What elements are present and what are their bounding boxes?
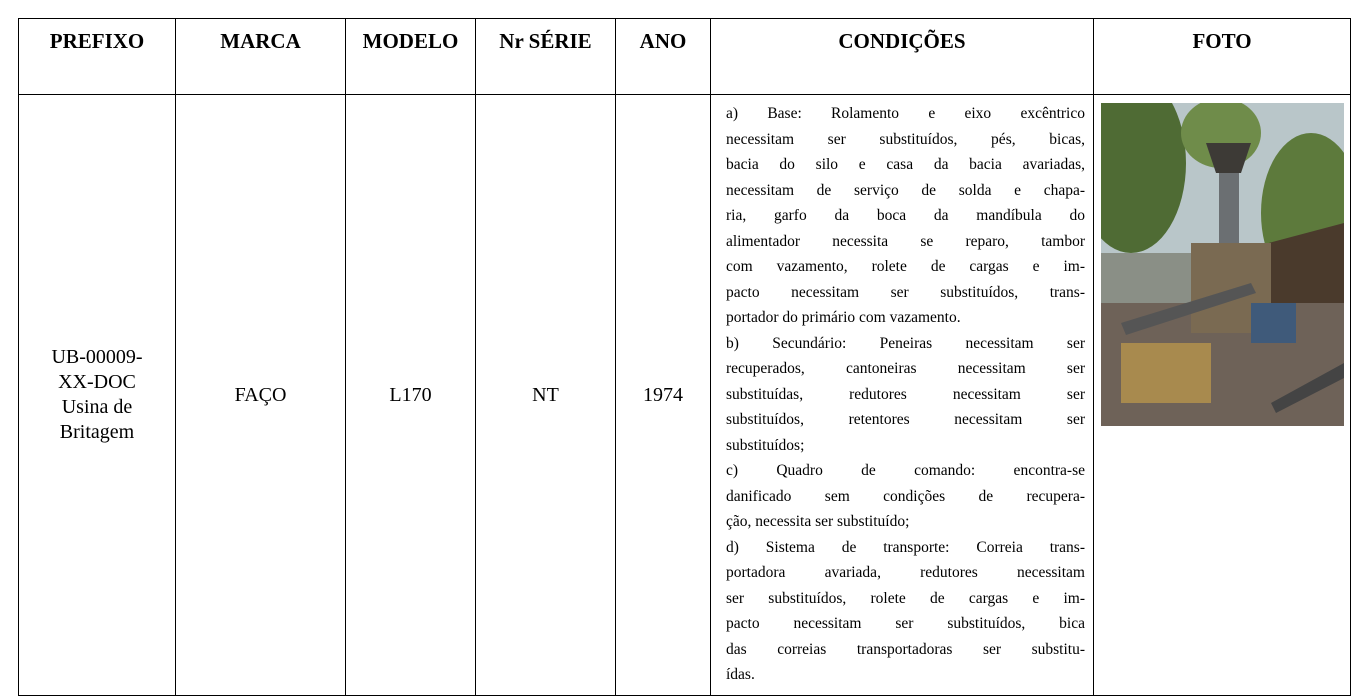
text-line: substituídos, retentores necessitam ser bbox=[726, 411, 1085, 428]
photo-cell bbox=[1076, 73, 1361, 696]
text-line: recuperados, cantoneiras necessitam ser bbox=[726, 360, 1085, 377]
year-cell: 1974 bbox=[615, 94, 711, 696]
text-line: substituídos; bbox=[726, 436, 805, 454]
text-line: UB-00009- bbox=[51, 346, 143, 368]
text-line: ção, necessita ser substituído; bbox=[726, 513, 910, 530]
text-line: portadora avariada, redutores necessitam bbox=[726, 564, 1085, 581]
equipment-table: PREFIXO MARCA MODELO Nr SÉRIE ANO CONDIÇ… bbox=[18, 18, 1361, 696]
equipment-photo bbox=[1076, 73, 1361, 426]
text-line: necessitam ser substituídos, pés, bicas, bbox=[726, 130, 1085, 148]
text-line: necessitam de serviço de solda e chapa- bbox=[726, 181, 1085, 199]
text-line: bacia do silo e casa da bacia avariadas, bbox=[726, 156, 1085, 173]
text-line: substituídas, redutores necessitam ser bbox=[726, 385, 1085, 403]
serial-cell: NT bbox=[475, 94, 616, 696]
text-line: alimentador necessita se reparo, tambor bbox=[726, 232, 1085, 250]
header-cell: Nr SÉRIE bbox=[475, 18, 616, 95]
text-line: ria, garfo da boca da mandíbula do bbox=[726, 207, 1085, 224]
data-row: UB-00009- XX-DOC Usina de Britagem FAÇO L17… bbox=[18, 73, 1361, 696]
prefix-cell: UB-00009- XX-DOC Usina de Britagem bbox=[18, 94, 176, 696]
header-cell: CONDIÇÕES bbox=[710, 18, 1094, 95]
text-line: a) Base: Rolamento e eixo excêntrico bbox=[726, 105, 1085, 122]
header-cell: PREFIXO bbox=[18, 18, 176, 95]
header-cell: ANO bbox=[615, 18, 711, 95]
text-line: XX-DOC bbox=[58, 371, 136, 393]
header-cell: MODELO bbox=[345, 18, 476, 95]
brand-cell: FAÇO bbox=[175, 94, 346, 696]
text-line: das correias transportadoras ser substit… bbox=[726, 640, 1085, 658]
header-cell: FOTO bbox=[1093, 18, 1351, 95]
conditions-cell: a) Base: Rolamento e eixo excêntrico nece… bbox=[710, 94, 1094, 696]
text-line: Britagem bbox=[59, 421, 135, 443]
text-line: pacto necessitam ser substituídos, bica bbox=[726, 615, 1085, 632]
text-line: Usina de bbox=[61, 396, 133, 418]
header-cell: MARCA bbox=[175, 18, 346, 95]
text-line: ser substituídos, rolete de cargas e im- bbox=[726, 589, 1085, 607]
text-line: b) Secundário: Peneiras necessitam ser bbox=[726, 334, 1085, 352]
model-cell: L170 bbox=[345, 94, 476, 696]
text-line: portador do primário com vazamento. bbox=[726, 309, 961, 326]
text-line: com vazamento, rolete de cargas e im- bbox=[726, 258, 1085, 275]
text-line: ídas. bbox=[726, 666, 755, 683]
text-line: c) Quadro de comando: encontra-se bbox=[726, 462, 1085, 479]
text-line: danificado sem condições de recupera- bbox=[726, 487, 1085, 505]
header-row: PREFIXO MARCA MODELO Nr SÉRIE ANO CONDIÇ… bbox=[18, 18, 1351, 95]
text-line: pacto necessitam ser substituídos, trans… bbox=[726, 283, 1085, 301]
text-line: d) Sistema de transporte: Correia trans- bbox=[726, 538, 1085, 556]
